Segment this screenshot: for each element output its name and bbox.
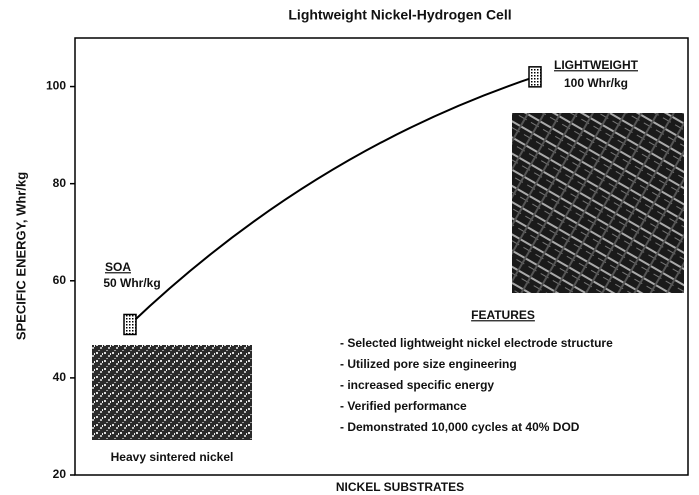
data-point xyxy=(123,313,137,336)
x-axis-label: NICKEL SUBSTRATES xyxy=(336,480,464,494)
plot-frame xyxy=(74,37,689,476)
feature-item: - increased specific energy xyxy=(340,378,494,392)
y-axis-label: SPECIFIC ENERGY, Whr/kg xyxy=(13,172,28,340)
point-label: SOA xyxy=(105,260,131,274)
image-caption: Heavy sintered nickel xyxy=(111,450,234,464)
lightweight-image xyxy=(512,113,684,293)
feature-item: - Verified performance xyxy=(340,399,467,413)
y-tick-label: 20 xyxy=(53,467,67,481)
y-tick-label: 80 xyxy=(53,176,67,190)
y-tick-label: 60 xyxy=(53,273,67,287)
annotation: 50 Whr/kg xyxy=(103,276,160,290)
data-point xyxy=(528,66,542,88)
feature-item: - Utilized pore size engineering xyxy=(340,357,517,371)
feature-item: - Selected lightweight nickel electrode … xyxy=(340,336,613,350)
feature-item: - Demonstrated 10,000 cycles at 40% DOD xyxy=(340,420,580,434)
sintered-image xyxy=(92,345,252,440)
features-title: FEATURES xyxy=(471,308,535,322)
point-label: LIGHTWEIGHT xyxy=(554,58,639,72)
y-tick-label: 40 xyxy=(53,370,67,384)
chart-title: Lightweight Nickel-Hydrogen Cell xyxy=(288,7,511,23)
annotation: 100 Whr/kg xyxy=(564,76,628,90)
y-tick-label: 100 xyxy=(46,79,66,93)
series-line xyxy=(129,75,536,326)
